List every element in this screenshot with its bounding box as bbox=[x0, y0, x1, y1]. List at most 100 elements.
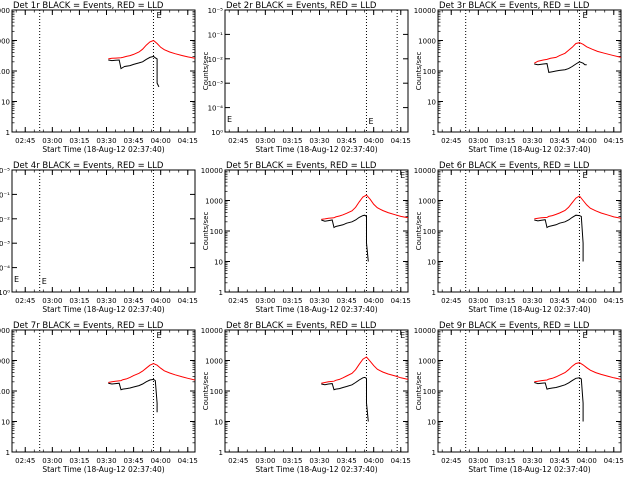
x-tick-label: 03:30 bbox=[96, 457, 116, 465]
y-tick-label: 10⁰ bbox=[0, 289, 10, 297]
y-tick-label: 1 bbox=[219, 289, 223, 297]
x-tick-label: 03:45 bbox=[124, 137, 144, 145]
x-tick-label: 04:15 bbox=[604, 137, 624, 145]
x-tick-label: 04:00 bbox=[151, 137, 171, 145]
x-tick-label: 03:45 bbox=[337, 457, 357, 465]
x-tick-label: 03:00 bbox=[42, 297, 62, 305]
x-tick-label: 03:15 bbox=[282, 297, 302, 305]
x-tick-label: 04:00 bbox=[364, 457, 384, 465]
x-tick-label: 04:00 bbox=[364, 137, 384, 145]
y-tick-label: 10000 bbox=[0, 327, 10, 335]
x-tick-label: 04:00 bbox=[364, 297, 384, 305]
x-tick-label: 02:45 bbox=[228, 457, 248, 465]
annotation-marker: E bbox=[582, 11, 587, 20]
annotation-marker: E bbox=[42, 277, 47, 286]
x-axis-label: Start Time (18-Aug-12 02:37:40) bbox=[255, 145, 377, 154]
x-tick-label: 03:00 bbox=[468, 137, 488, 145]
y-tick-label: 10⁻² bbox=[0, 216, 10, 224]
y-tick-label: 1000 bbox=[418, 38, 436, 46]
x-tick-label: 03:00 bbox=[255, 297, 275, 305]
y-tick-label: 10⁰ bbox=[211, 129, 223, 137]
y-tick-label: 1 bbox=[6, 449, 10, 457]
y-tick-label: 1 bbox=[432, 289, 436, 297]
y-tick-label: 1 bbox=[6, 129, 10, 137]
x-tick-label: 04:15 bbox=[178, 137, 198, 145]
x-axis-label: Start Time (18-Aug-12 02:37:40) bbox=[42, 145, 164, 154]
y-tick-label: 10⁻³ bbox=[208, 80, 224, 88]
events-series-line bbox=[321, 376, 369, 422]
lld-series-line bbox=[321, 356, 409, 384]
x-tick-label: 03:15 bbox=[282, 457, 302, 465]
y-tick-label: 1000 bbox=[0, 358, 10, 366]
y-tick-label: 10000 bbox=[414, 167, 436, 175]
x-tick-label: 03:15 bbox=[69, 137, 89, 145]
y-tick-label: 10 bbox=[214, 259, 223, 267]
events-series-line bbox=[534, 214, 584, 262]
chart-panel-1: Det 1r BLACK = Events, RED = LLD 1 10 100 10… bbox=[0, 1, 198, 154]
x-tick-label: 03:30 bbox=[522, 457, 542, 465]
annotation-marker: E bbox=[156, 331, 161, 340]
y-tick-label: 10⁻⁵ bbox=[208, 7, 224, 15]
plot-frame bbox=[224, 169, 409, 293]
y-tick-label: 1000 bbox=[418, 198, 436, 206]
chart-panel-6: Det 6r BLACK = Events, RED = LLD 1 10 100 10… bbox=[414, 161, 624, 314]
x-tick-label: 03:30 bbox=[522, 137, 542, 145]
chart-title: Det 2r BLACK = Events, RED = LLD bbox=[226, 1, 377, 11]
x-tick-label: 04:15 bbox=[391, 297, 411, 305]
x-tick-label: 04:00 bbox=[577, 297, 597, 305]
y-axis-label: Counts/sec bbox=[202, 372, 210, 411]
events-series-line bbox=[321, 214, 369, 262]
y-axis-label: Counts/sec bbox=[415, 52, 423, 91]
x-tick-label: 03:45 bbox=[337, 297, 357, 305]
plot-frame bbox=[224, 329, 409, 453]
plot-frame bbox=[11, 169, 196, 293]
x-axis-label: Start Time (18-Aug-12 02:37:40) bbox=[255, 305, 377, 314]
y-tick-label: 100 bbox=[423, 228, 436, 236]
y-tick-label: 1 bbox=[219, 449, 223, 457]
y-tick-label: 100 bbox=[423, 388, 436, 396]
annotation-marker: E bbox=[14, 275, 19, 284]
lld-series-line bbox=[108, 39, 196, 60]
chart-panel-8: Det 8r BLACK = Events, RED = LLD 1 10 100 10… bbox=[201, 321, 411, 474]
x-axis-label: Start Time (18-Aug-12 02:37:40) bbox=[468, 145, 590, 154]
x-tick-label: 03:15 bbox=[282, 137, 302, 145]
x-tick-label: 02:45 bbox=[441, 457, 461, 465]
chart-panel-9: Det 9r BLACK = Events, RED = LLD 1 10 100 10… bbox=[414, 321, 624, 474]
lld-series-line bbox=[321, 194, 409, 220]
x-tick-label: 03:00 bbox=[42, 457, 62, 465]
annotation-marker: E bbox=[582, 331, 587, 340]
chart-panel-5: Det 5r BLACK = Events, RED = LLD 1 10 100 10… bbox=[201, 161, 411, 314]
chart-panel-3: Det 3r BLACK = Events, RED = LLD 1 10 100 10… bbox=[414, 1, 624, 154]
x-tick-label: 02:45 bbox=[228, 137, 248, 145]
lld-series-line bbox=[534, 42, 622, 64]
y-tick-label: 10000 bbox=[414, 327, 436, 335]
y-tick-label: 100 bbox=[0, 388, 10, 396]
x-tick-label: 03:30 bbox=[309, 457, 329, 465]
x-tick-label: 03:45 bbox=[550, 137, 570, 145]
annotation-marker: E bbox=[582, 171, 587, 180]
x-tick-label: 03:45 bbox=[550, 457, 570, 465]
x-tick-label: 04:15 bbox=[178, 297, 198, 305]
y-tick-label: 10⁻⁴ bbox=[208, 105, 224, 113]
y-tick-label: 10 bbox=[214, 419, 223, 427]
x-tick-label: 02:45 bbox=[441, 297, 461, 305]
x-tick-label: 03:30 bbox=[96, 297, 116, 305]
x-tick-label: 03:30 bbox=[522, 297, 542, 305]
x-tick-label: 03:00 bbox=[255, 137, 275, 145]
y-tick-label: 10000 bbox=[0, 7, 10, 15]
chart-title: Det 9r BLACK = Events, RED = LLD bbox=[439, 321, 590, 331]
y-tick-label: 10⁻⁵ bbox=[0, 167, 10, 175]
annotation-marker: E bbox=[400, 331, 405, 340]
chart-title: Det 8r BLACK = Events, RED = LLD bbox=[226, 321, 377, 331]
y-tick-label: 100 bbox=[0, 68, 10, 76]
lld-series-line bbox=[108, 362, 196, 383]
chart-title: Det 3r BLACK = Events, RED = LLD bbox=[439, 1, 590, 11]
x-tick-label: 04:00 bbox=[151, 297, 171, 305]
x-tick-label: 03:15 bbox=[69, 457, 89, 465]
plot-frame bbox=[224, 9, 409, 133]
x-tick-label: 04:15 bbox=[604, 297, 624, 305]
lld-series-line bbox=[534, 362, 622, 383]
